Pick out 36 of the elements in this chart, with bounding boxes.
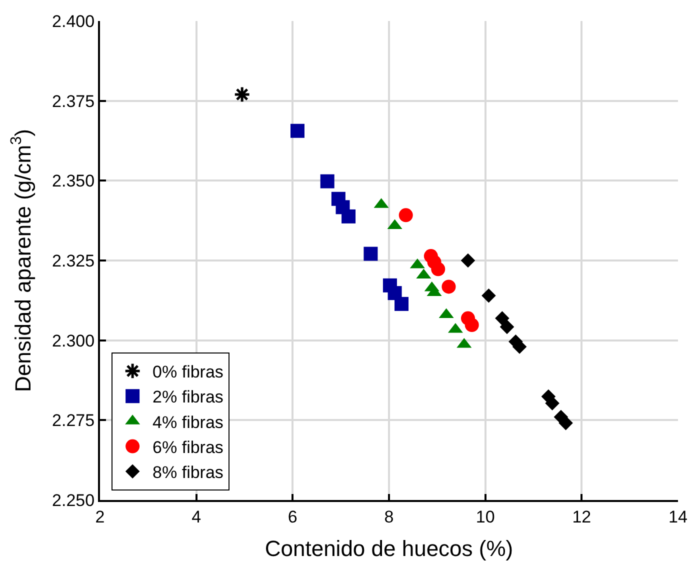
- x-tick-label: 8: [384, 507, 394, 526]
- point: [460, 253, 476, 268]
- x-tick-label: 2: [95, 507, 105, 526]
- legend-label: 2% fibras: [152, 388, 224, 407]
- point: [558, 416, 573, 430]
- point: [545, 396, 560, 410]
- point: [364, 246, 378, 261]
- legend-label: 4% fibras: [152, 412, 224, 432]
- x-tick-label: 12: [572, 507, 592, 526]
- y-tick-label: 2.400: [52, 12, 95, 31]
- point: [320, 174, 334, 188]
- y-tick-label: 2.325: [52, 251, 95, 270]
- x-axis-title: Contenido de huecos (%): [264, 536, 514, 561]
- point: [464, 318, 479, 332]
- legend-label: 0% fibras: [152, 362, 224, 382]
- point: [442, 280, 456, 294]
- point: [290, 124, 304, 138]
- y-tick-label: 2.375: [52, 92, 95, 111]
- y-tick-label: 2.350: [52, 172, 95, 191]
- legend-label: 8% fibras: [152, 463, 224, 482]
- x-tick-label: 10: [476, 507, 495, 526]
- x-tick-label: 4: [192, 507, 202, 526]
- y-tick-label: 2.275: [52, 411, 95, 430]
- point: [500, 320, 514, 334]
- x-tick-label: 6: [288, 507, 298, 526]
- point: [495, 311, 510, 326]
- point: [398, 208, 413, 222]
- y-tick-label: 2.250: [52, 490, 95, 510]
- point: [431, 262, 446, 276]
- point: [234, 86, 251, 103]
- legend-label: 6% fibras: [152, 438, 224, 457]
- point: [394, 296, 409, 311]
- y-tick-label: 2.300: [52, 331, 95, 350]
- x-tick-label: 14: [668, 507, 688, 526]
- point: [482, 288, 496, 303]
- point: [342, 209, 356, 224]
